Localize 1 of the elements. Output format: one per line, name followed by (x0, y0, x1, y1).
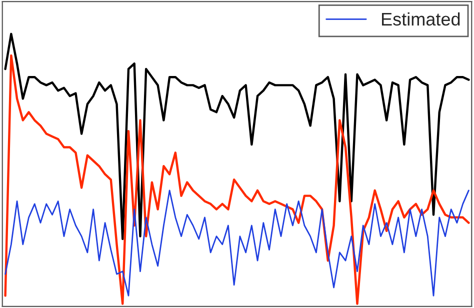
legend-label: Estimated (382, 12, 460, 26)
